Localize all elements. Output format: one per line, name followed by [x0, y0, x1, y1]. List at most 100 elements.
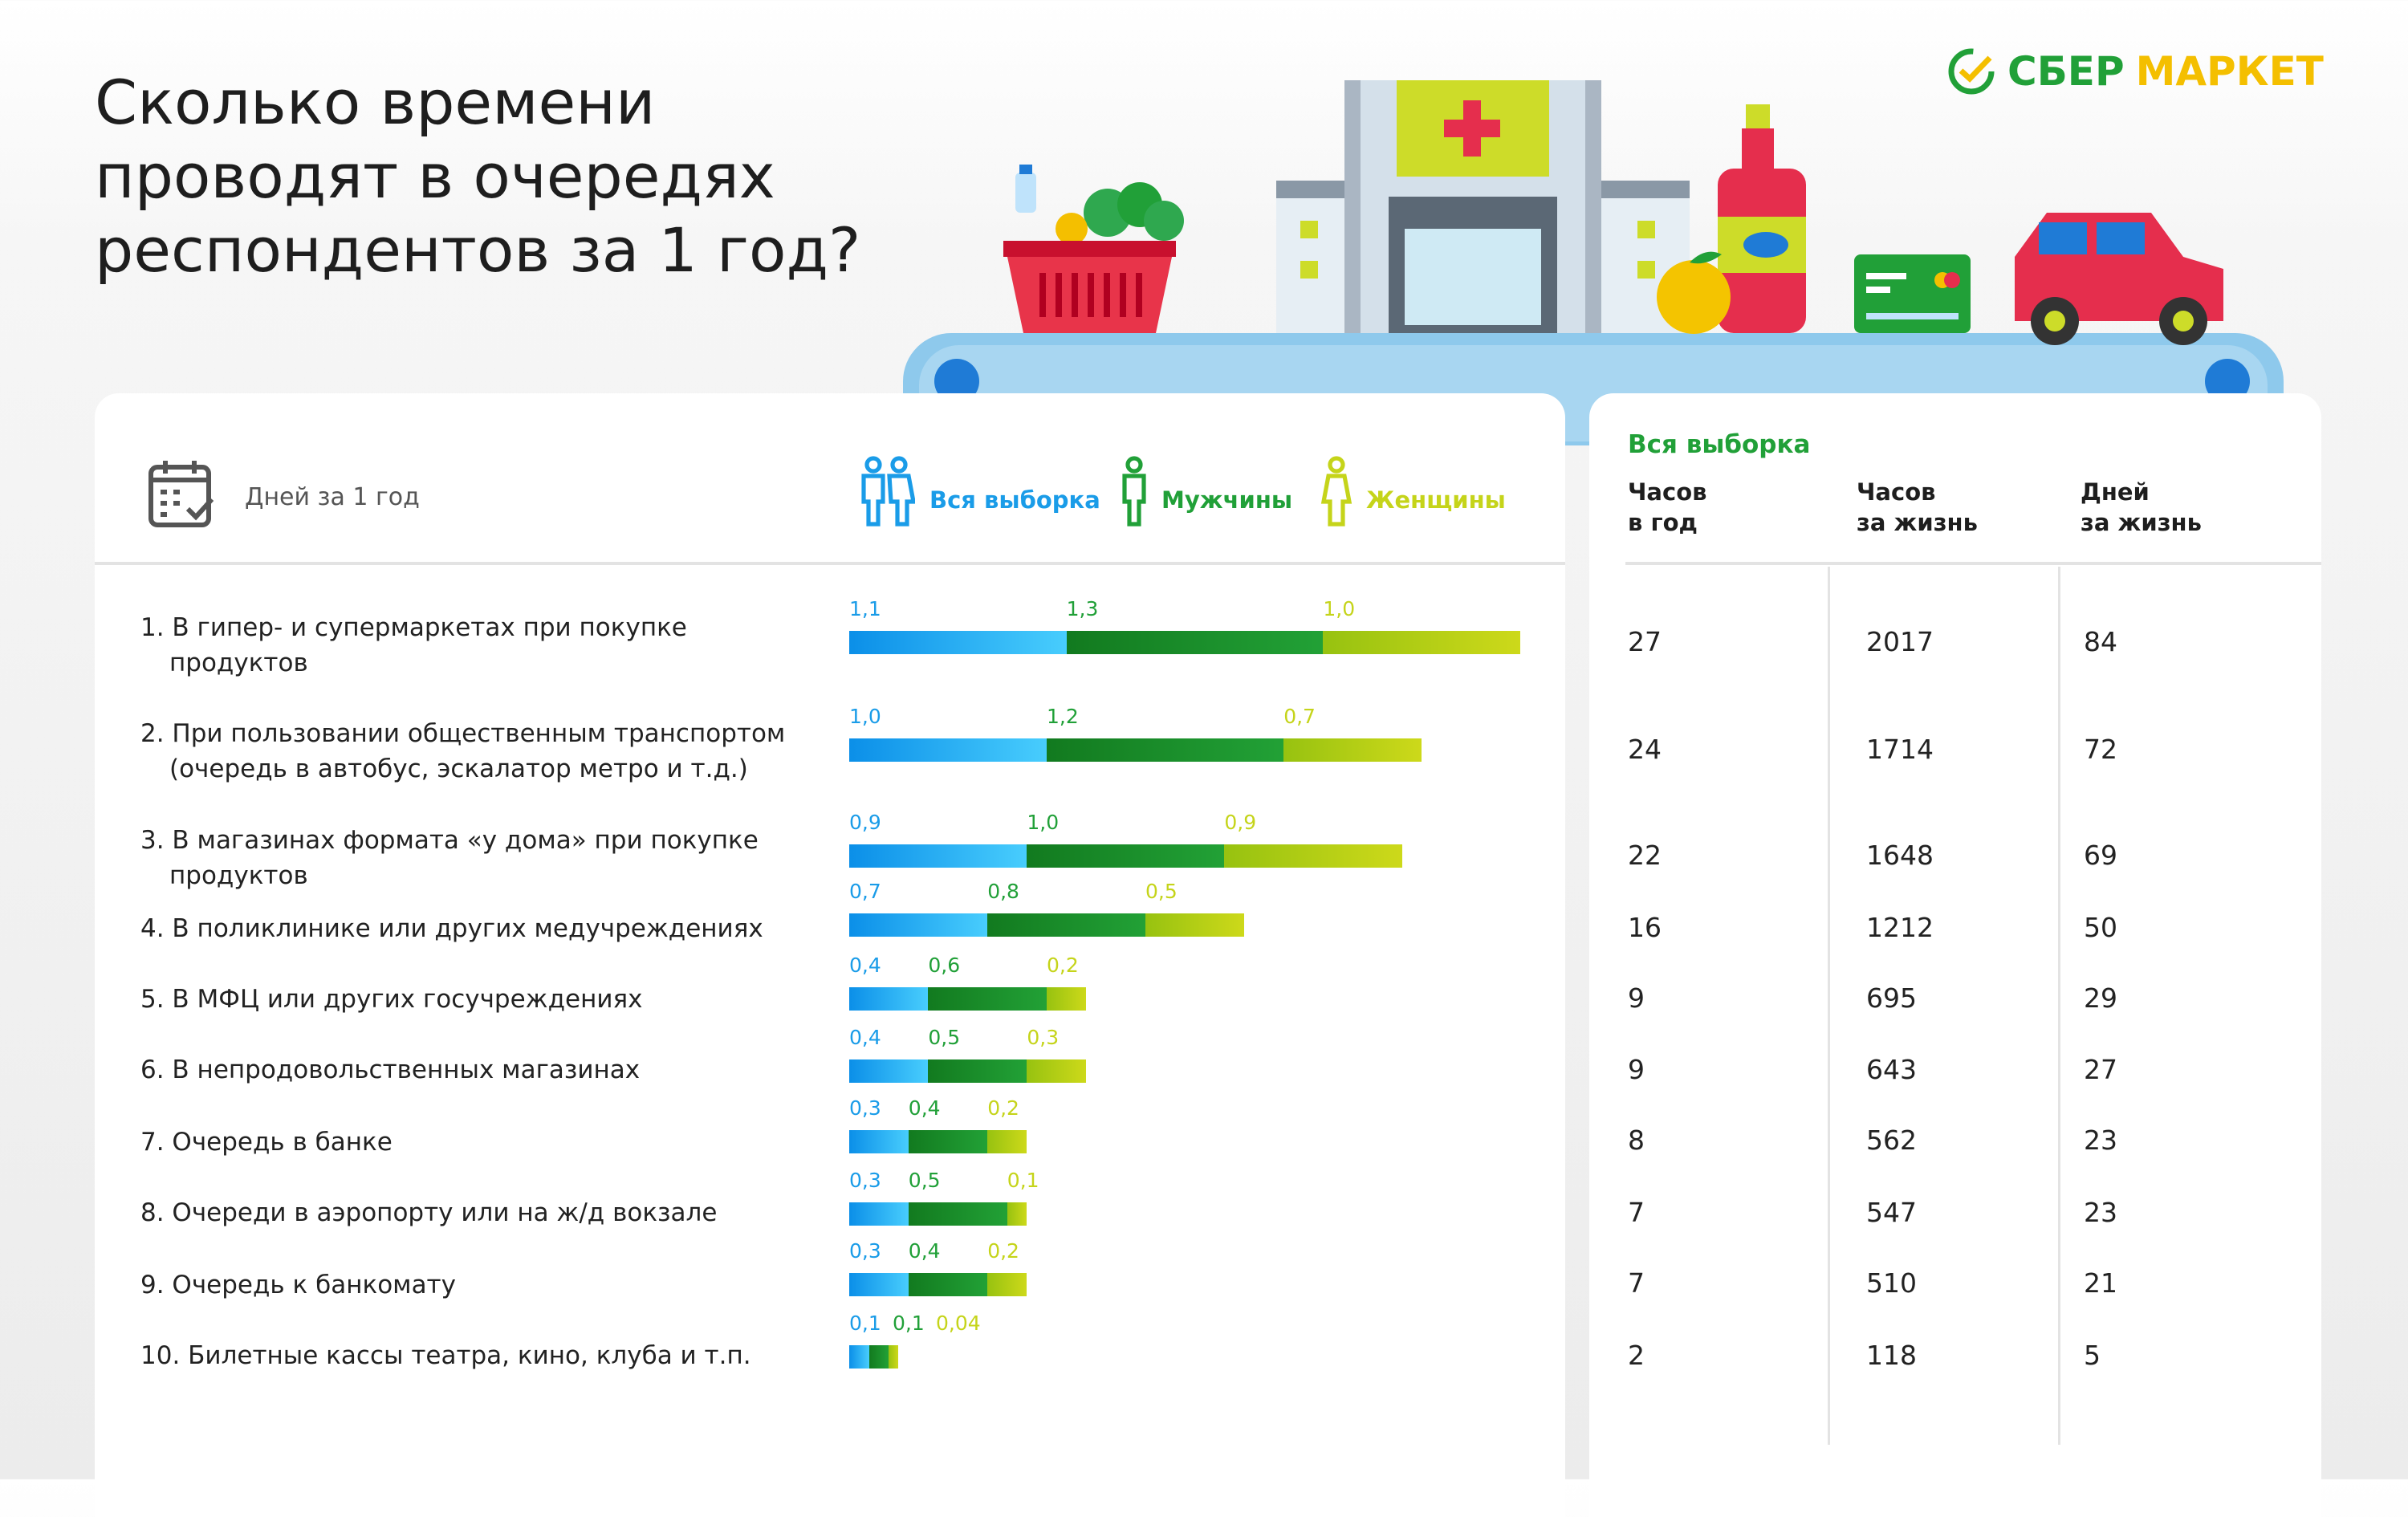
car-icon [2015, 213, 2223, 345]
table-cell: 22 [1628, 840, 1662, 871]
man-icon [1122, 456, 1146, 527]
bar-segment-men [928, 987, 1047, 1011]
table-cell: 547 [1866, 1197, 1917, 1228]
bar-segment-all [849, 738, 1047, 762]
bar-segment-all [849, 1273, 909, 1296]
value-label-men: 1,0 [1027, 811, 1060, 834]
value-label-men: 1,3 [1066, 597, 1099, 620]
row-label-line2: продуктов [169, 861, 308, 890]
value-label-men: 0,4 [908, 1096, 941, 1120]
logo-part1: СБЕР [2007, 48, 2125, 95]
summary-table-card [1589, 393, 2321, 1517]
row-label-line1: 3. В магазинах формата «у дома» при поку… [140, 826, 759, 855]
table-cell: 27 [1628, 626, 1662, 657]
bar-segment-men [928, 1059, 1027, 1083]
value-label-women: 0,1 [1007, 1169, 1039, 1192]
bar-segment-all [849, 1130, 909, 1153]
row-label: 2. При пользовании общественным транспор… [140, 716, 785, 787]
th-hours-life: Часов за жизнь [1857, 478, 1978, 536]
value-label-men: 0,8 [987, 880, 1019, 903]
column-divider [2058, 567, 2060, 1445]
bar-segment-all [849, 1059, 929, 1083]
value-label-all: 0,9 [849, 811, 881, 834]
table-cell: 118 [1866, 1340, 1917, 1371]
value-label-men: 0,5 [908, 1169, 941, 1192]
row-label-line1: 7. Очередь в банке [140, 1128, 393, 1157]
table-cell: 695 [1866, 982, 1917, 1014]
bar-segment-women [1224, 844, 1402, 868]
value-label-women: 0,04 [936, 1312, 981, 1335]
row-label-line1: 1. В гипер- и супермаркетах при покупке [140, 613, 687, 642]
table-cell: 84 [2084, 626, 2117, 657]
bar-segment-men [868, 1345, 889, 1369]
table-cell: 5 [2084, 1340, 2101, 1371]
value-label-all: 1,0 [849, 705, 881, 728]
bar-segment-men [908, 1202, 1007, 1226]
value-label-all: 0,1 [849, 1312, 881, 1335]
bar-segment-all [849, 844, 1027, 868]
bar-segment-women [1047, 987, 1087, 1011]
table-cell: 72 [2084, 734, 2117, 765]
table-cell: 69 [2084, 840, 2117, 871]
table-cell: 21 [2084, 1267, 2117, 1299]
chart-card [95, 393, 1565, 1517]
value-label-women: 1,0 [1323, 597, 1356, 620]
bar-segment-men [908, 1130, 988, 1153]
row-label-line1: 8. Очереди в аэропорту или на ж/д вокзал… [140, 1198, 718, 1227]
basket-icon [1003, 165, 1184, 333]
bar-segment-men [987, 913, 1145, 937]
value-label-all: 0,4 [849, 954, 881, 977]
table-cell: 510 [1866, 1267, 1917, 1299]
row-label: 9. Очередь к банкомату [140, 1267, 456, 1303]
value-label-all: 0,3 [849, 1169, 881, 1192]
row-label: 4. В поликлинике или других медучреждени… [140, 911, 763, 946]
value-label-all: 0,7 [849, 880, 881, 903]
bar-segment-all [849, 913, 988, 937]
value-label-men: 0,6 [928, 954, 961, 977]
row-label-line2: (очередь в автобус, эскалатор метро и т.… [169, 754, 748, 783]
value-label-men: 0,1 [893, 1312, 925, 1335]
row-label: 6. В непродовольственных магазинах [140, 1052, 640, 1088]
value-label-all: 0,3 [849, 1239, 881, 1263]
row-label: 1. В гипер- и супермаркетах при покупке п… [140, 610, 687, 681]
table-cell: 2017 [1866, 626, 1934, 657]
legend-all: Вся выборка [929, 486, 1100, 514]
calendar-icon [148, 461, 214, 527]
chart-unit-label: Дней за 1 год [245, 483, 420, 511]
table-title: Вся выборка [1628, 430, 1811, 459]
table-cell: 9 [1628, 1054, 1645, 1085]
value-label-men: 0,4 [908, 1239, 941, 1263]
table-cell: 23 [2084, 1197, 2117, 1228]
value-label-all: 1,1 [849, 597, 881, 620]
th-days-life: Дней за жизнь [2081, 478, 2202, 536]
bar-segment-women [1145, 913, 1244, 937]
value-label-all: 0,3 [849, 1096, 881, 1120]
value-label-women: 0,2 [987, 1239, 1019, 1263]
woman-icon [1320, 456, 1352, 527]
table-cell: 1212 [1866, 912, 1934, 943]
row-label-line2: продуктов [169, 649, 308, 677]
table-cell: 27 [2084, 1054, 2117, 1085]
bar-segment-men [1027, 844, 1225, 868]
bar-segment-all [849, 631, 1067, 654]
legend-women: Женщины [1366, 486, 1506, 514]
legend-men: Мужчины [1161, 486, 1293, 514]
table-cell: 8 [1628, 1125, 1645, 1156]
table-cell: 29 [2084, 982, 2117, 1014]
value-label-women: 0,7 [1283, 705, 1316, 728]
value-label-women: 0,2 [987, 1096, 1019, 1120]
bank-card-icon [1854, 254, 1971, 333]
bar-segment-women [1007, 1202, 1027, 1226]
table-cell: 7 [1628, 1267, 1645, 1299]
table-cell: 1648 [1866, 840, 1934, 871]
row-label: 8. Очереди в аэропорту или на ж/д вокзал… [140, 1195, 717, 1230]
page-title: Сколько времени проводят в очередях респ… [95, 67, 861, 286]
row-label-line1: 9. Очередь к банкомату [140, 1271, 456, 1299]
value-label-women: 0,2 [1047, 954, 1079, 977]
table-cell: 2 [1628, 1340, 1645, 1371]
row-label: 3. В магазинах формата «у дома» при поку… [140, 823, 759, 893]
column-divider [1828, 567, 1830, 1445]
row-label-line1: 2. При пользовании общественным транспор… [140, 719, 786, 748]
bar-segment-men [1047, 738, 1284, 762]
value-label-women: 0,9 [1224, 811, 1257, 834]
